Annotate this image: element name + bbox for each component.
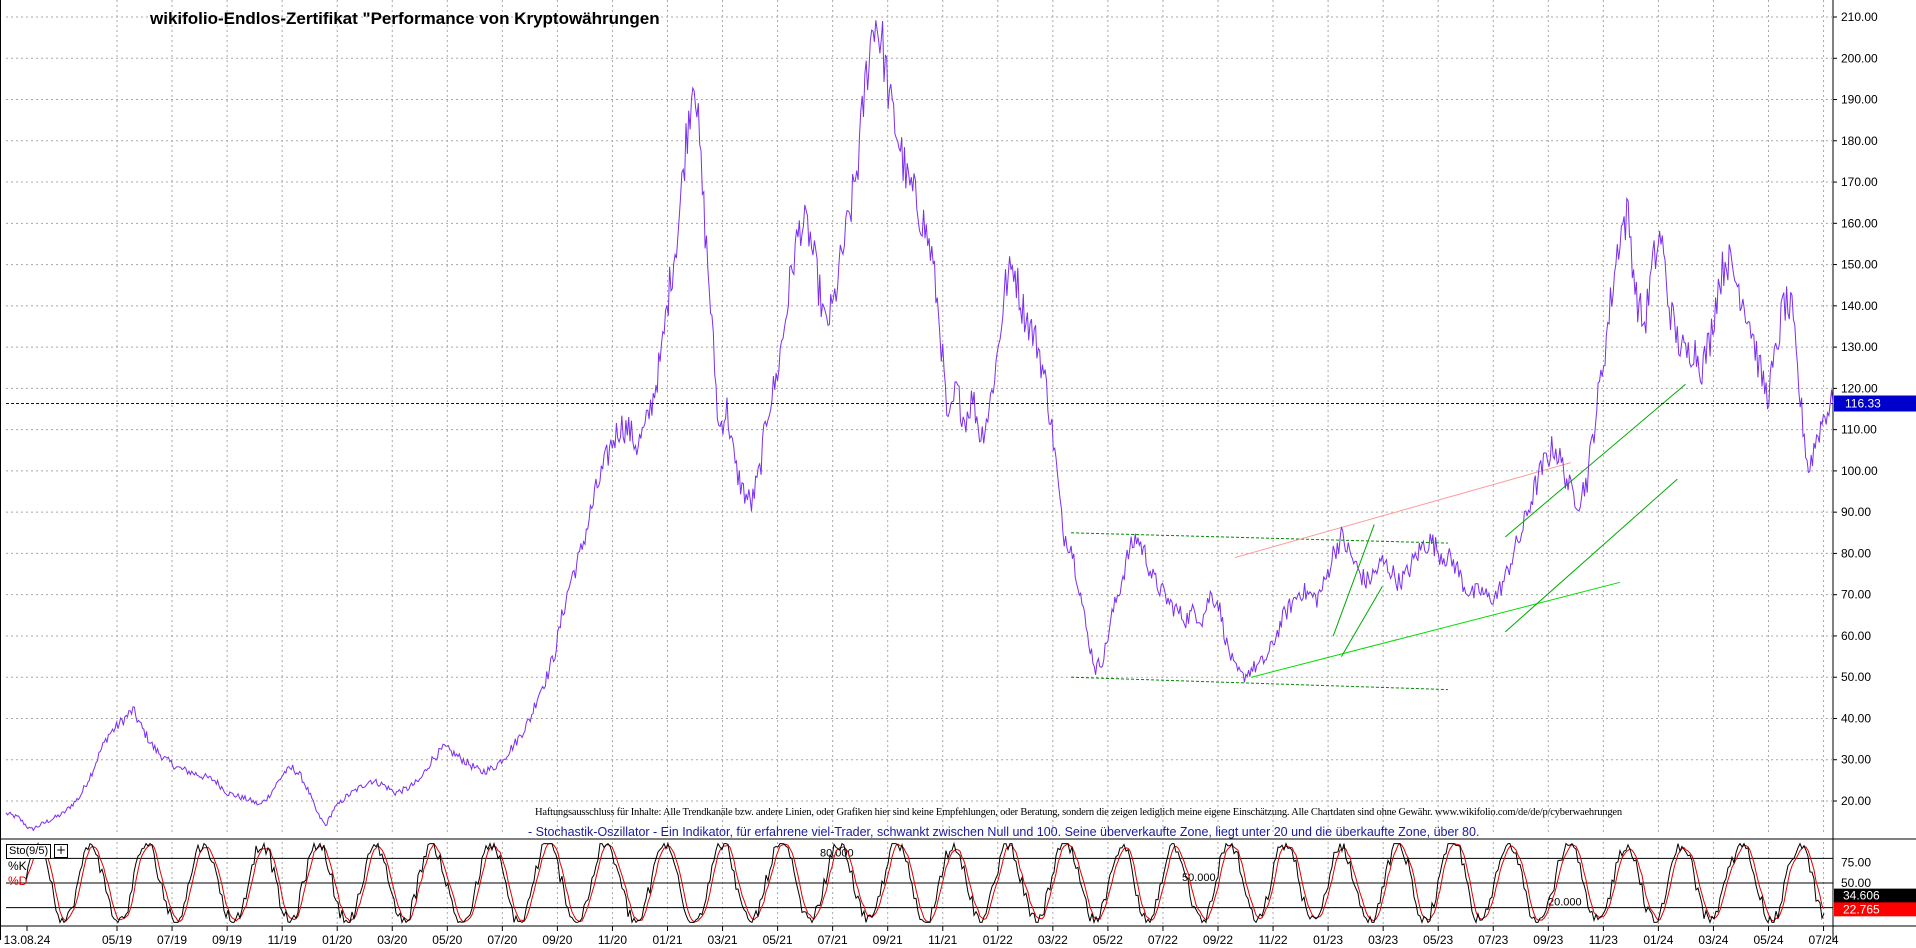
- time-tick-label: 09/19: [212, 933, 242, 947]
- time-tick-label: 01/20: [322, 933, 352, 947]
- time-tick-label: 13.08.24: [4, 933, 51, 947]
- sto-tick-label: 50.00: [1841, 876, 1871, 890]
- price-tick-label: 100.00: [1841, 464, 1878, 478]
- trend-line: [1504, 478, 1678, 633]
- time-tick-label: 03/22: [1038, 933, 1068, 947]
- price-series-line: [5, 20, 1834, 832]
- time-tick-label: 09/21: [873, 933, 903, 947]
- time-tick-label: 03/23: [1368, 933, 1398, 947]
- sto-tick-label: 75.00: [1841, 856, 1871, 870]
- price-tick-label: 200.00: [1841, 51, 1878, 65]
- trend-line: [1071, 532, 1448, 544]
- price-tick-label: 60.00: [1841, 629, 1871, 643]
- last-d-marker: [1834, 902, 1916, 917]
- time-tick-label: 11/20: [598, 933, 627, 947]
- sto-k-line: [25, 841, 1825, 925]
- time-tick-label: 07/19: [157, 933, 187, 947]
- sto-d-line: [25, 842, 1825, 923]
- last-d-label: 22.765: [1843, 902, 1880, 916]
- chart-title: wikifolio-Endlos-Zertifikat "Performance…: [150, 9, 660, 28]
- time-tick-label: 01/23: [1313, 933, 1343, 947]
- price-tick-label: 40.00: [1841, 711, 1871, 725]
- price-tick-label: 140.00: [1841, 299, 1878, 313]
- last-price-marker: [1834, 395, 1916, 412]
- time-tick-label: 09/22: [1203, 933, 1233, 947]
- time-tick-label: 09/20: [542, 933, 572, 947]
- time-tick-label: 03/21: [708, 933, 738, 947]
- time-tick-label: 09/23: [1533, 933, 1563, 947]
- price-tick-label: 190.00: [1841, 93, 1878, 107]
- price-tick-label: 20.00: [1841, 794, 1871, 808]
- trend-line: [1332, 524, 1375, 637]
- time-tick-label: 11/21: [928, 933, 957, 947]
- price-axis: 210.00 200.00 190.00 180.00 170.00 160.00 150.…: [1833, 10, 1916, 808]
- time-tick-label: 05/19: [102, 933, 132, 947]
- price-tick-label: 70.00: [1841, 588, 1871, 602]
- time-tick-label: 05/23: [1423, 933, 1453, 947]
- time-tick-label: 07/20: [487, 933, 517, 947]
- price-tick-label: 30.00: [1841, 753, 1871, 767]
- price-tick-label: 180.00: [1841, 134, 1878, 148]
- plus-icon[interactable]: +: [54, 843, 68, 858]
- time-tick-label: 11/22: [1258, 933, 1287, 947]
- time-tick-label: 07/24: [1809, 933, 1839, 947]
- trend-line: [1504, 383, 1686, 538]
- time-tick-label: 01/24: [1643, 933, 1673, 947]
- price-tick-label: 170.00: [1841, 175, 1878, 189]
- time-tick-label: 11/23: [1589, 933, 1618, 947]
- price-line-layer: [5, 20, 1834, 832]
- d-legend: %D: [8, 874, 28, 888]
- time-tick-label: 05/21: [763, 933, 793, 947]
- time-tick-label: 05/22: [1093, 933, 1123, 947]
- time-tick-label: 01/21: [652, 933, 682, 947]
- time-tick-label: 07/22: [1148, 933, 1178, 947]
- trend-line: [1251, 581, 1621, 678]
- time-axis: 13.08.24 05/19 07/19 09/19 11/19 01/20 03/20 05…: [4, 926, 1839, 947]
- indicator-description: - Stochastik-Oszillator - Ein Indikator,…: [528, 825, 1480, 839]
- trend-line: [1071, 676, 1448, 691]
- price-tick-label: 110.00: [1841, 423, 1877, 437]
- price-tick-label: 210.00: [1841, 10, 1878, 24]
- disclaimer-text: Haftungsausschluss für Inhalte: Alle Tre…: [535, 807, 1622, 818]
- price-tick-label: 50.00: [1841, 670, 1871, 684]
- k-legend: %K: [8, 859, 27, 873]
- time-tick-label: 11/19: [268, 933, 297, 947]
- trend-line: [1340, 586, 1383, 657]
- time-tick-label: 05/24: [1753, 933, 1783, 947]
- price-tick-label: 160.00: [1841, 216, 1878, 230]
- time-tick-label: 07/21: [818, 933, 848, 947]
- trend-lines: [1071, 383, 1686, 691]
- time-tick-label: 03/24: [1698, 933, 1728, 947]
- sto-level-label: 20.000: [1548, 897, 1582, 909]
- price-tick-label: 150.00: [1841, 258, 1878, 272]
- stochastic-label[interactable]: Sto(9/5): [6, 844, 52, 859]
- time-tick-label: 03/20: [377, 933, 407, 947]
- price-tick-label: 90.00: [1841, 505, 1871, 519]
- time-tick-label: 05/20: [432, 933, 462, 947]
- price-tick-label: 130.00: [1841, 340, 1878, 354]
- last-k-label: 34.606: [1843, 889, 1880, 903]
- time-tick-label: 07/23: [1478, 933, 1508, 947]
- price-tick-label: 80.00: [1841, 546, 1871, 560]
- last-k-marker: [1834, 888, 1916, 903]
- trend-line: [1234, 462, 1571, 559]
- time-tick-label: 01/22: [983, 933, 1013, 947]
- last-price-label: 116.33: [1845, 397, 1881, 411]
- price-tick-label: 120.00: [1841, 381, 1878, 395]
